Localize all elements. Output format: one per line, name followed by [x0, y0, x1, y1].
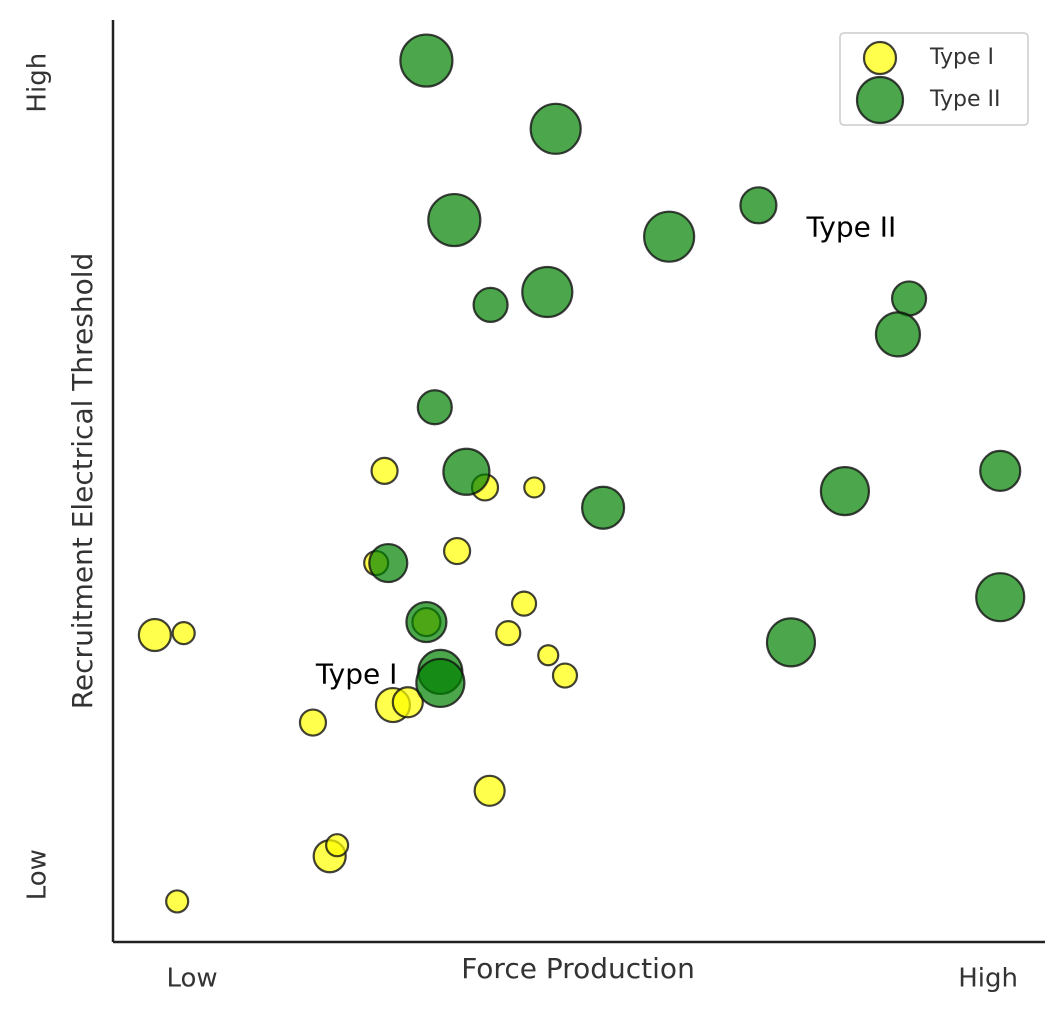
- data-point: [368, 542, 409, 584]
- legend-label: Type I: [929, 45, 994, 70]
- data-point: [165, 889, 190, 914]
- data-point: [819, 466, 871, 517]
- x-tick-label: Low: [166, 964, 217, 994]
- y-tick-label: Low: [23, 849, 53, 900]
- legend-label: Type II: [929, 87, 1001, 112]
- data-point: [472, 286, 509, 323]
- data-point: [399, 33, 454, 88]
- data-point: [523, 476, 546, 499]
- y-axis-label: Recruitment Electrical Threshold: [66, 253, 99, 710]
- data-point: [551, 662, 579, 689]
- data-point: [405, 600, 448, 644]
- data-point: [874, 311, 922, 358]
- data-point: [739, 186, 778, 225]
- data-point: [643, 210, 696, 263]
- data-point: [510, 590, 538, 617]
- data-point: [298, 708, 328, 737]
- data-point: [416, 389, 453, 426]
- annotation: Type II: [806, 210, 897, 243]
- data-point: [581, 485, 626, 530]
- data-point: [325, 833, 350, 858]
- data-point: [391, 686, 424, 719]
- data-point: [442, 447, 491, 496]
- y-tick-label: High: [23, 53, 53, 113]
- x-tick-label: High: [958, 964, 1018, 994]
- data-point: [443, 536, 472, 566]
- data-point: [765, 617, 817, 668]
- data-point: [171, 621, 196, 646]
- legend-marker: [862, 40, 898, 76]
- data-point: [473, 774, 506, 807]
- data-point: [979, 449, 1022, 492]
- data-point: [415, 657, 466, 709]
- data-point: [427, 192, 482, 248]
- x-axis-label: Force Production: [461, 952, 695, 985]
- data-point: [521, 265, 574, 319]
- data-point: [537, 644, 560, 667]
- legend-marker: [855, 75, 905, 125]
- data-point: [529, 102, 582, 155]
- annotation: Type I: [315, 658, 397, 691]
- data-point: [975, 572, 1026, 623]
- data-point: [137, 617, 172, 653]
- data-point: [890, 280, 928, 317]
- data-point: [370, 456, 399, 485]
- data-point: [495, 620, 522, 647]
